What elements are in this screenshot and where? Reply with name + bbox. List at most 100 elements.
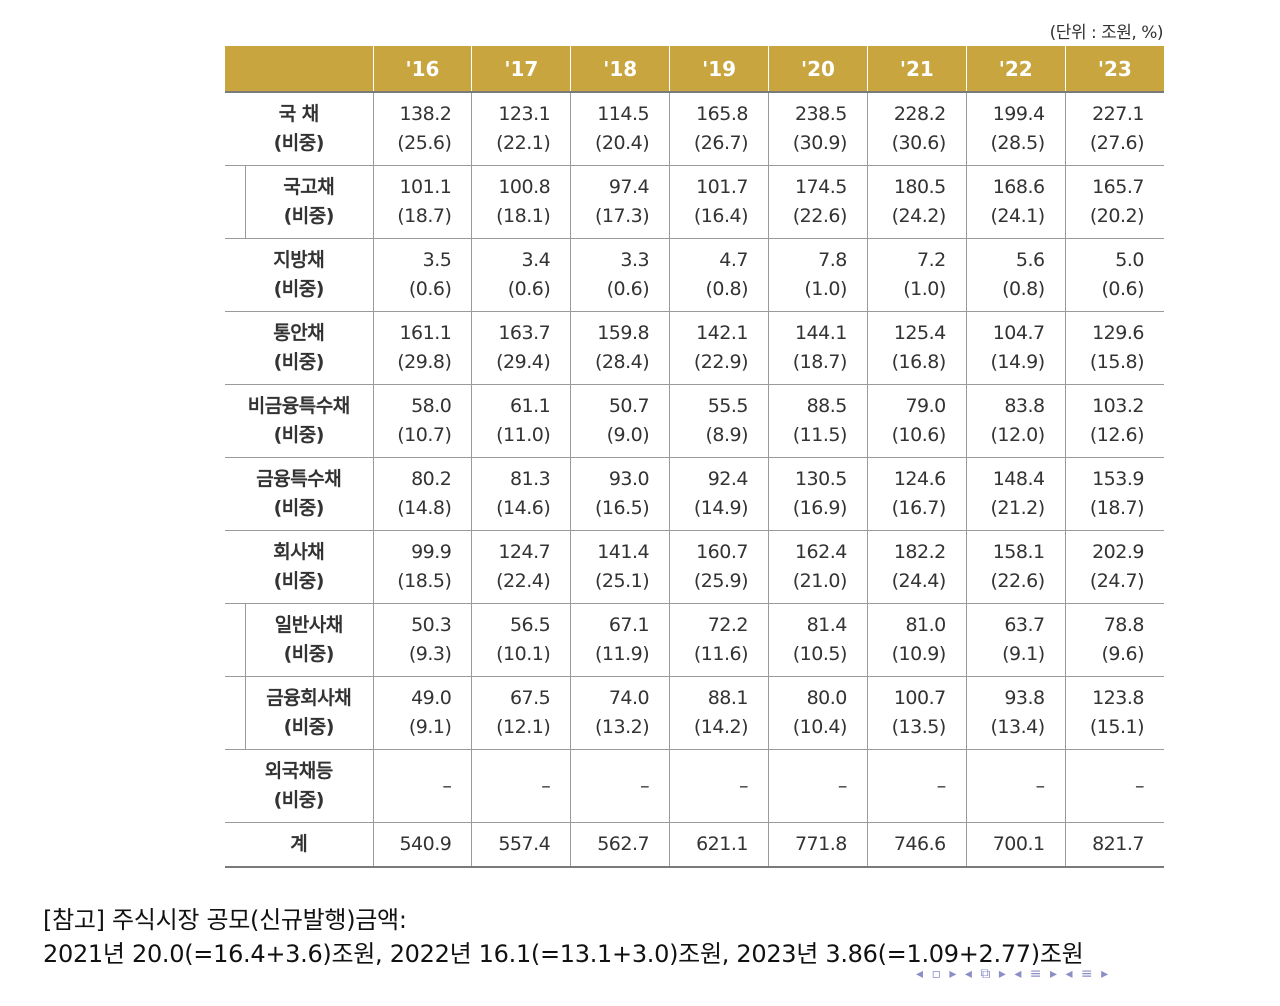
cell-value: 99.9 <box>411 541 452 563</box>
cell-share: (10.6) <box>891 424 947 446</box>
table-cell: 162.4 (21.0) <box>768 530 868 604</box>
table-cell: 92.4 (14.9) <box>669 457 769 531</box>
cell-share: (0.8) <box>1002 278 1045 300</box>
cell-share: (9.1) <box>1002 643 1045 665</box>
nav-prev-section-icon[interactable]: ◂ ≡ ▸ <box>1014 966 1059 982</box>
cell-value: 3.5 <box>422 249 452 271</box>
total-cell: 771.8 <box>768 822 868 868</box>
cell-value: 93.0 <box>608 468 650 490</box>
cell-value: 5.6 <box>1015 249 1045 271</box>
cell-value: 50.7 <box>608 395 650 417</box>
header-year-6: '21 <box>866 46 967 93</box>
cell-share: (24.1) <box>990 205 1045 227</box>
cell-value: 163.7 <box>498 322 551 344</box>
table-cell: 160.7 (25.9) <box>669 530 769 604</box>
cell-value: 144.1 <box>794 322 847 344</box>
cell-share: (0.6) <box>606 278 650 300</box>
cell-share: (14.2) <box>693 716 749 738</box>
table-cell: 199.4 (28.5) <box>965 92 1066 166</box>
cell-share: (16.8) <box>891 351 947 373</box>
table-cell: 61.1 (11.0) <box>471 384 571 458</box>
cell-share: (25.1) <box>594 570 650 592</box>
cell-share: (13.4) <box>990 716 1045 738</box>
table-row: 비금융특수채 (비중) 58.0 (10.7) 61.1 (11.0) 50.7 (9.0) 5… <box>225 384 1164 458</box>
row-label-share: (비중) <box>273 789 325 811</box>
cell-value: 83.8 <box>1004 395 1045 417</box>
cell-value: – <box>936 774 946 797</box>
row-label: 국 채 (비중) <box>225 92 373 166</box>
table-cell: 153.9 (18.7) <box>1064 457 1164 531</box>
table-cell: 81.0 (10.9) <box>866 603 967 677</box>
table-cell: 129.6 (15.8) <box>1064 311 1164 385</box>
cell-value: 7.2 <box>917 249 946 271</box>
cell-value: 227.1 <box>1092 103 1144 125</box>
cell-share: (14.6) <box>496 497 551 519</box>
row-label-share: (비중) <box>273 351 325 373</box>
cell-share: (28.4) <box>594 351 650 373</box>
header-year-7: '22 <box>965 46 1066 93</box>
cell-value: 142.1 <box>696 322 748 344</box>
row-label-name: 금융회사채 <box>266 687 352 709</box>
table-cell: 227.1 (27.6) <box>1064 92 1164 166</box>
cell-share: (8.9) <box>705 424 748 446</box>
cell-value: 141.4 <box>597 541 650 563</box>
header-year-2: '17 <box>471 46 571 93</box>
table-cell: 104.7 (14.9) <box>965 311 1066 385</box>
slide-navigation[interactable]: ◂ ▫ ▸ ◂ ⧉ ▸ ◂ ≡ ▸ ◂ ≡ ▸ <box>916 966 1110 982</box>
table-cell: 238.5 (30.9) <box>768 92 868 166</box>
cell-share: (11.5) <box>792 424 848 446</box>
row-label-name: 비금융특수채 <box>247 395 350 417</box>
cell-share: (10.4) <box>792 716 848 738</box>
table-cell: 83.8 (12.0) <box>965 384 1066 458</box>
table-cell: – <box>866 749 967 823</box>
table-cell: 228.2 (30.6) <box>866 92 967 166</box>
cell-value: 103.2 <box>1092 395 1144 417</box>
table-cell: 3.3 (0.6) <box>570 238 670 312</box>
table-cell: 101.7 (16.4) <box>669 165 769 239</box>
row-label-share: (비중) <box>273 278 325 300</box>
cell-value: 130.5 <box>794 468 847 490</box>
cell-share: (10.9) <box>891 643 947 665</box>
header-year-1: '16 <box>372 46 472 93</box>
nav-prev-frame-icon[interactable]: ◂ ▫ ▸ <box>916 966 959 982</box>
row-label-share: (비중) <box>273 570 325 592</box>
cell-share: (26.7) <box>693 132 749 154</box>
cell-value: 153.9 <box>1092 468 1144 490</box>
row-label: 금융특수채 (비중) <box>225 457 373 531</box>
table-cell: 3.4 (0.6) <box>471 238 571 312</box>
cell-value: 3.4 <box>521 249 551 271</box>
cell-value: 56.5 <box>509 614 551 636</box>
cell-value: 100.8 <box>498 176 551 198</box>
table-body: 국 채 (비중) 138.2 (25.6) 123.1 (22.1) 114.5 (20.4)… <box>225 92 1164 868</box>
cell-share: (9.0) <box>606 424 650 446</box>
unit-note: (단위 : 조원, %) <box>1049 23 1164 43</box>
table-row: 일반사채 (비중) 50.3 (9.3) 56.5 (10.1) 67.1 (11.9) 72.… <box>225 603 1164 677</box>
total-cell: 562.7 <box>570 822 670 868</box>
cell-share: (13.2) <box>594 716 650 738</box>
table-cell: 50.3 (9.3) <box>372 603 472 677</box>
nav-next-section-icon[interactable]: ◂ ≡ ▸ <box>1065 966 1111 982</box>
table-cell: 159.8 (28.4) <box>570 311 670 385</box>
table-cell: 50.7 (9.0) <box>570 384 670 458</box>
cell-value: 5.0 <box>1115 249 1144 271</box>
cell-share: (11.0) <box>496 424 551 446</box>
table-cell: 158.1 (22.6) <box>965 530 1066 604</box>
header-year-4: '19 <box>669 46 769 93</box>
cell-value: – <box>541 774 551 797</box>
cell-value: 67.1 <box>608 614 650 636</box>
header-cell-empty <box>225 46 373 93</box>
cell-share: (9.3) <box>408 643 452 665</box>
total-label: 계 <box>225 822 373 868</box>
cell-share: (20.4) <box>594 132 650 154</box>
cell-share: (9.1) <box>408 716 452 738</box>
table-cell: 74.0 (13.2) <box>570 676 670 750</box>
row-label-share: (비중) <box>273 424 325 446</box>
nav-prev-slide-icon[interactable]: ◂ ⧉ ▸ <box>964 966 1008 982</box>
cell-share: (12.1) <box>496 716 551 738</box>
cell-value: 101.7 <box>696 176 748 198</box>
table-cell: 180.5 (24.2) <box>866 165 967 239</box>
total-row: 계 540.9 557.4 562.7 621.1 771.8 746.6 700.1 821.… <box>225 822 1164 868</box>
cell-value: 81.0 <box>905 614 946 636</box>
total-cell: 700.1 <box>965 822 1066 868</box>
table-cell: 97.4 (17.3) <box>570 165 670 239</box>
